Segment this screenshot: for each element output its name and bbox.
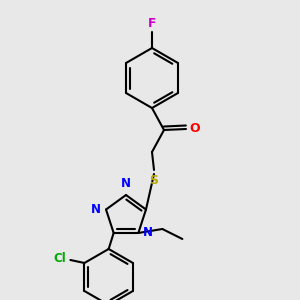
Text: O: O xyxy=(189,122,200,136)
Text: S: S xyxy=(149,174,158,187)
Text: N: N xyxy=(91,203,101,216)
Text: Cl: Cl xyxy=(54,253,66,266)
Text: F: F xyxy=(148,17,156,30)
Text: N: N xyxy=(121,177,131,190)
Text: N: N xyxy=(143,226,153,239)
